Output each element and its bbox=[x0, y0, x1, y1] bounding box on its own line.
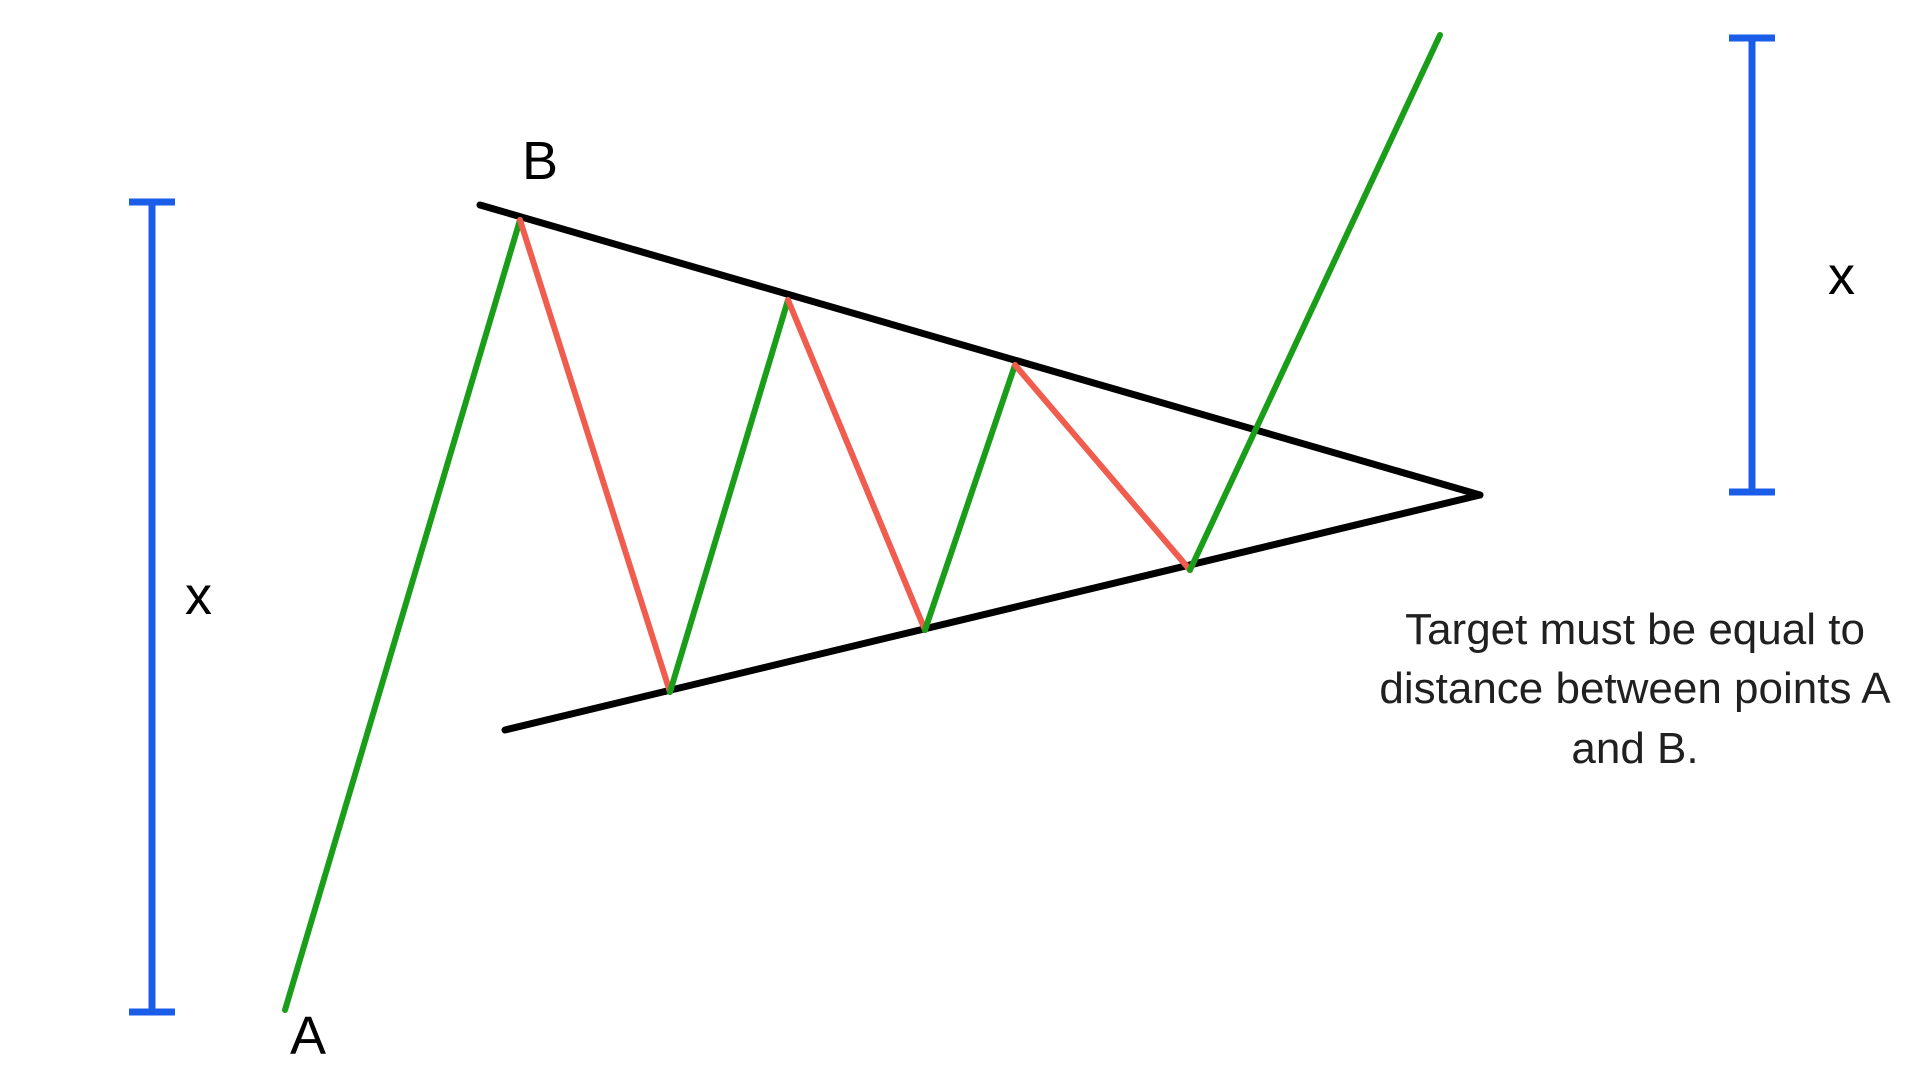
wave-up-1 bbox=[285, 220, 520, 1010]
price-waves bbox=[285, 35, 1440, 1010]
label-x-right: x bbox=[1828, 245, 1855, 307]
wave-up-3 bbox=[925, 365, 1015, 630]
wave-up-2 bbox=[670, 300, 788, 692]
left-bracket bbox=[129, 202, 175, 1012]
caption-text: Target must be equal to distance between… bbox=[1350, 600, 1920, 778]
wave-down-2 bbox=[788, 300, 925, 630]
wave-down-1 bbox=[520, 220, 670, 692]
diagram-svg bbox=[0, 0, 1920, 1080]
right-bracket bbox=[1729, 38, 1775, 492]
wave-down-3 bbox=[1015, 365, 1190, 570]
label-point-b: B bbox=[522, 130, 558, 192]
label-x-left: x bbox=[185, 565, 212, 627]
triangle-pattern-diagram: A B x x Target must be equal to distance… bbox=[0, 0, 1920, 1080]
wave-breakout bbox=[1190, 35, 1440, 570]
label-point-a: A bbox=[290, 1005, 326, 1067]
